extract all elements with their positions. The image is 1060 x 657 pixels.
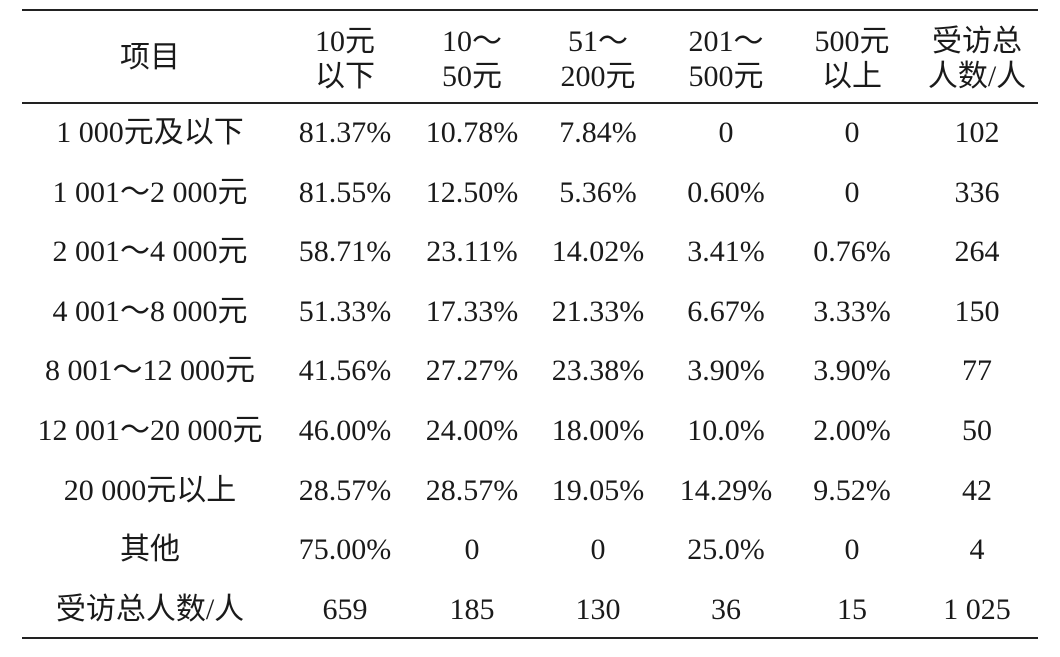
header-cell: 人数/人 <box>927 60 1027 93</box>
table-cell: 14.29% <box>679 473 773 507</box>
table-cell: 51.33% <box>298 294 392 328</box>
table-cell: 3.41% <box>687 235 765 269</box>
header-cell: 51～ <box>568 25 628 58</box>
header-cell: 10元 <box>315 25 375 58</box>
bottom-rule <box>22 637 1038 639</box>
table-cell: 28.57% <box>425 473 519 507</box>
table-cell: 24.00% <box>425 414 519 447</box>
row-label: 1 001～2 000元 <box>52 175 248 209</box>
table-cell: 0.60% <box>687 175 765 209</box>
table-cell: 10.78% <box>425 116 519 149</box>
table-cell: 23.11% <box>426 235 518 269</box>
table-cell: 14.02% <box>551 235 645 269</box>
table-cell: 102 <box>954 116 1000 149</box>
table-cell: 36 <box>711 592 741 626</box>
table-cell: 9.52% <box>813 473 891 507</box>
table-cell: 4 <box>969 533 985 567</box>
table-cell: 81.55% <box>298 175 392 209</box>
table-cell: 12.50% <box>425 175 519 209</box>
header-cell: 受访总 <box>932 25 1022 58</box>
table-cell: 150 <box>954 294 1000 328</box>
table-cell: 77 <box>962 354 992 388</box>
header-cell: 项目 <box>120 41 180 74</box>
table-cell: 58.71% <box>298 235 392 269</box>
row-label: 20 000元以上 <box>63 473 237 507</box>
table-cell: 0 <box>464 533 480 567</box>
table-cell: 3.90% <box>687 354 765 388</box>
table-cell: 5.36% <box>559 175 637 209</box>
table-cell: 21.33% <box>551 294 645 328</box>
header-cell: 201～ <box>688 25 764 58</box>
table-cell: 10.0% <box>687 414 765 447</box>
table-cell: 42 <box>962 473 992 507</box>
table-cell: 17.33% <box>425 294 519 328</box>
row-label: 12 001～20 000元 <box>37 414 263 447</box>
table-cell: 25.0% <box>687 533 765 567</box>
header-cell: 200元 <box>560 60 636 93</box>
header-cell: 500元 <box>814 25 890 58</box>
table-cell: 264 <box>954 235 1000 269</box>
table-cell: 46.00% <box>298 414 392 447</box>
table-cell: 0.76% <box>813 235 891 269</box>
table-cell: 41.56% <box>298 354 392 388</box>
table-cell: 185 <box>449 592 495 626</box>
table-cell: 81.37% <box>298 116 392 149</box>
table-cell: 27.27% <box>425 354 519 388</box>
row-label: 1 000元及以下 <box>56 116 244 149</box>
table-cell: 3.90% <box>813 354 891 388</box>
table-cell: 130 <box>575 592 621 626</box>
table-cell: 18.00% <box>551 414 645 447</box>
table-cell: 659 <box>322 592 368 626</box>
row-label: 8 001～12 000元 <box>45 354 255 388</box>
table-cell: 50 <box>962 414 992 447</box>
table-cell: 0 <box>844 175 860 209</box>
table-cell: 1 025 <box>943 592 1011 626</box>
table-cell: 0 <box>590 533 606 567</box>
table-cell: 15 <box>837 592 867 626</box>
table-cell: 0 <box>844 116 860 149</box>
table-cell: 23.38% <box>551 354 645 388</box>
row-label: 其他 <box>120 533 180 567</box>
table-cell: 3.33% <box>813 294 891 328</box>
table-cell: 75.00% <box>298 533 392 567</box>
top-rule <box>22 9 1038 11</box>
table-cell: 6.67% <box>687 294 765 328</box>
table-cell: 336 <box>954 175 1000 209</box>
header-cell: 10～ <box>442 25 502 58</box>
table-cell: 0 <box>718 116 734 149</box>
header-rule <box>22 102 1038 104</box>
header-cell: 以上 <box>822 60 882 93</box>
table-cell: 19.05% <box>551 473 645 507</box>
header-cell: 50元 <box>442 60 502 93</box>
header-cell: 500元 <box>688 60 764 93</box>
table-cell: 2.00% <box>813 414 891 447</box>
row-label: 2 001～4 000元 <box>52 235 248 269</box>
table-cell: 0 <box>844 533 860 567</box>
row-label: 受访总人数/人 <box>55 592 245 626</box>
row-label: 4 001～8 000元 <box>52 294 248 328</box>
table-cell: 28.57% <box>298 473 392 507</box>
header-cell: 以下 <box>315 60 375 93</box>
table-cell: 7.84% <box>559 116 637 149</box>
